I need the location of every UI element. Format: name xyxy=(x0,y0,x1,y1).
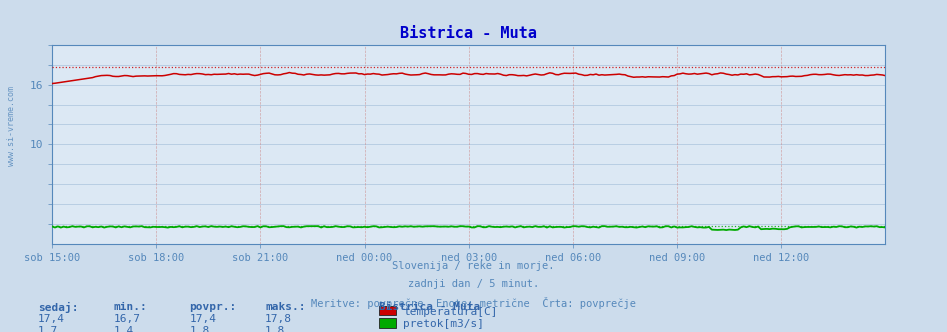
Text: maks.:: maks.: xyxy=(265,302,306,312)
Text: 17,4: 17,4 xyxy=(38,314,65,324)
Text: povpr.:: povpr.: xyxy=(189,302,237,312)
Text: Meritve: povprečne  Enote: metrične  Črta: povprečje: Meritve: povprečne Enote: metrične Črta:… xyxy=(311,297,636,309)
Text: Slovenija / reke in morje.: Slovenija / reke in morje. xyxy=(392,261,555,271)
Text: 1,8: 1,8 xyxy=(189,326,209,332)
Text: 17,8: 17,8 xyxy=(265,314,293,324)
Text: Bistrica - Muta: Bistrica - Muta xyxy=(379,302,480,312)
Text: 1,4: 1,4 xyxy=(114,326,134,332)
Text: 1,7: 1,7 xyxy=(38,326,58,332)
Text: 1,8: 1,8 xyxy=(265,326,285,332)
Text: temperatura[C]: temperatura[C] xyxy=(403,307,498,317)
Title: Bistrica - Muta: Bistrica - Muta xyxy=(401,26,537,41)
Text: www.si-vreme.com: www.si-vreme.com xyxy=(7,86,16,166)
Text: pretok[m3/s]: pretok[m3/s] xyxy=(403,319,485,329)
Text: zadnji dan / 5 minut.: zadnji dan / 5 minut. xyxy=(408,279,539,289)
Text: min.:: min.: xyxy=(114,302,148,312)
Text: sedaj:: sedaj: xyxy=(38,302,79,313)
Text: 16,7: 16,7 xyxy=(114,314,141,324)
Text: 17,4: 17,4 xyxy=(189,314,217,324)
